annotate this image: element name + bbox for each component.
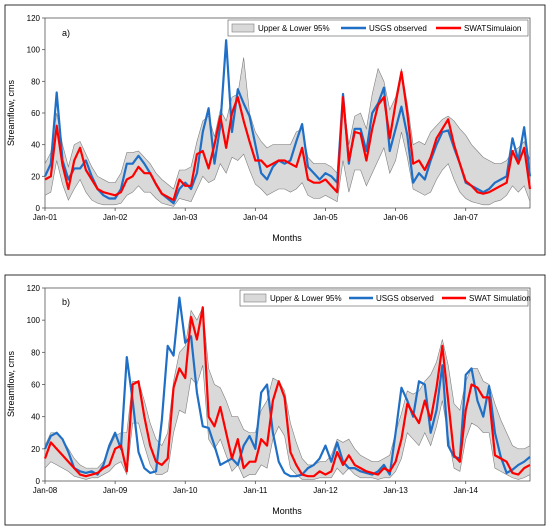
y-tick-label: 20	[31, 172, 40, 181]
y-tick-label: 20	[31, 445, 40, 454]
x-tick-label: Jan-10	[173, 486, 198, 495]
panel-a-yticks: 0 20 40 60 80 100 120	[27, 14, 45, 213]
x-tick-label: Jan-02	[103, 213, 128, 222]
x-tick-label: Jan-03	[173, 213, 198, 222]
x-tick-label: Jan-06	[383, 213, 408, 222]
panel-a-ylabel: Streamflow, cms	[6, 79, 16, 146]
panel-a-xlabel: Months	[272, 233, 302, 243]
x-tick-label: Jan-11	[243, 486, 267, 495]
panel-a-legend-observed: USGS observed	[369, 24, 427, 33]
x-tick-label: Jan-09	[103, 486, 128, 495]
y-tick-label: 100	[27, 46, 41, 55]
y-tick-label: 0	[36, 204, 41, 213]
y-tick-label: 0	[36, 477, 41, 486]
y-tick-label: 80	[31, 77, 40, 86]
x-tick-label: Jan-13	[383, 486, 408, 495]
y-tick-label: 60	[31, 109, 40, 118]
y-tick-label: 60	[31, 381, 40, 390]
x-tick-label: Jan-05	[313, 213, 338, 222]
panel-b-legend-band: Upper & Lower 95%	[270, 294, 342, 303]
panel-b-ylabel: Streamflow, cms	[6, 350, 16, 417]
panel-a-simulated-line	[44, 70, 532, 202]
x-tick-label: Jan-14	[453, 486, 478, 495]
panel-a-legend-band: Upper & Lower 95%	[258, 24, 330, 33]
panel-a-label: a)	[62, 28, 70, 38]
panel-b-band	[44, 306, 531, 480]
y-tick-label: 100	[27, 316, 41, 325]
panel-a-legend-simulated: SWATSimulaion	[464, 24, 521, 33]
x-tick-label: Jan-01	[33, 213, 58, 222]
x-tick-label: Jan-12	[313, 486, 338, 495]
panel-b-xlabel: Months	[272, 506, 302, 516]
panel-b-observed-line	[43, 296, 531, 478]
panel-a-xticks: Jan-01 Jan-02 Jan-03 Jan-04 Jan-05 Jan-06 Jan-…	[33, 208, 479, 222]
panel-b-observed	[43, 296, 531, 478]
panel-b-legend: Upper & Lower 95% USGS observed SWAT Sim…	[239, 289, 531, 307]
panel-b-xticks: Jan-08 Jan-09 Jan-10 Jan-11 Jan-12 Jan-13 Jan-…	[33, 481, 479, 495]
panel-a-legend-box	[227, 19, 529, 37]
y-tick-label: 40	[31, 413, 40, 422]
x-tick-label: Jan-07	[453, 213, 478, 222]
panel-a-legend-band-swatch	[231, 23, 255, 33]
panel-b-legend-box	[239, 289, 529, 307]
x-tick-label: Jan-08	[33, 486, 58, 495]
y-tick-label: 40	[31, 141, 40, 150]
y-tick-label: 120	[27, 14, 41, 23]
y-tick-label: 120	[27, 284, 41, 293]
panel-b-simulated-line	[43, 306, 531, 478]
panel-b-legend-simulated: SWAT Simulation	[469, 294, 531, 303]
panel-b-yticks: 0 20 40 60 80 100 120	[27, 284, 45, 486]
panel-b-legend-band-swatch	[243, 293, 267, 303]
panel-b-band-area	[44, 306, 531, 480]
panel-a-legend: Upper & Lower 95% USGS observed SWATSimu…	[227, 19, 529, 37]
x-tick-label: Jan-04	[243, 213, 268, 222]
panel-b-simulated	[43, 306, 531, 478]
panel-b-legend-observed: USGS observed	[376, 294, 434, 303]
panel-a-simulated	[44, 70, 532, 202]
y-tick-label: 80	[31, 348, 40, 357]
panel-b-label: b)	[62, 297, 70, 307]
